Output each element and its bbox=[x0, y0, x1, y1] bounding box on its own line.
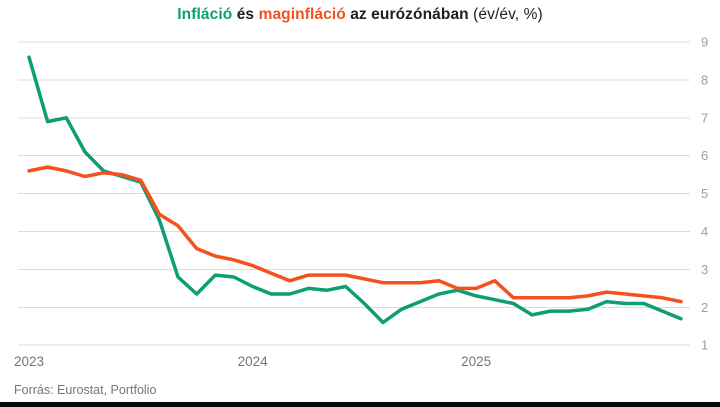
y-tick-label: 3 bbox=[701, 262, 708, 277]
y-axis-labels: 1 2 3 4 5 6 7 8 9 bbox=[701, 35, 708, 353]
title-region-label: az eurózónában bbox=[345, 6, 474, 23]
x-tick-label: 2023 bbox=[14, 354, 44, 369]
y-tick-label: 4 bbox=[701, 224, 708, 239]
y-tick-label: 6 bbox=[701, 148, 708, 163]
bottom-bar bbox=[0, 402, 720, 407]
x-tick-label: 2024 bbox=[238, 354, 269, 369]
x-tick-label: 2025 bbox=[461, 354, 491, 369]
y-tick-label: 7 bbox=[701, 110, 708, 125]
x-axis-labels: 2023 2024 2025 bbox=[14, 354, 491, 369]
title-unit-label: (év/év, %) bbox=[473, 6, 543, 23]
chart-title: Infláció és maginfláció az eurózónában (… bbox=[0, 6, 720, 24]
y-tick-label: 1 bbox=[701, 338, 708, 353]
y-tick-label: 9 bbox=[701, 35, 708, 50]
title-maginflacio-label: maginfláció bbox=[258, 6, 346, 23]
y-tick-label: 8 bbox=[701, 72, 708, 87]
source-note: Forrás: Eurostat, Portfolio bbox=[14, 383, 157, 397]
series-line-inflci bbox=[27, 55, 683, 325]
title-and-label: és bbox=[232, 6, 259, 23]
series-line-maginflci bbox=[27, 165, 683, 304]
y-tick-label: 2 bbox=[701, 300, 708, 315]
y-tick-label: 5 bbox=[701, 186, 708, 201]
title-inflacio-label: Infláció bbox=[177, 6, 233, 23]
gridlines bbox=[18, 41, 690, 346]
